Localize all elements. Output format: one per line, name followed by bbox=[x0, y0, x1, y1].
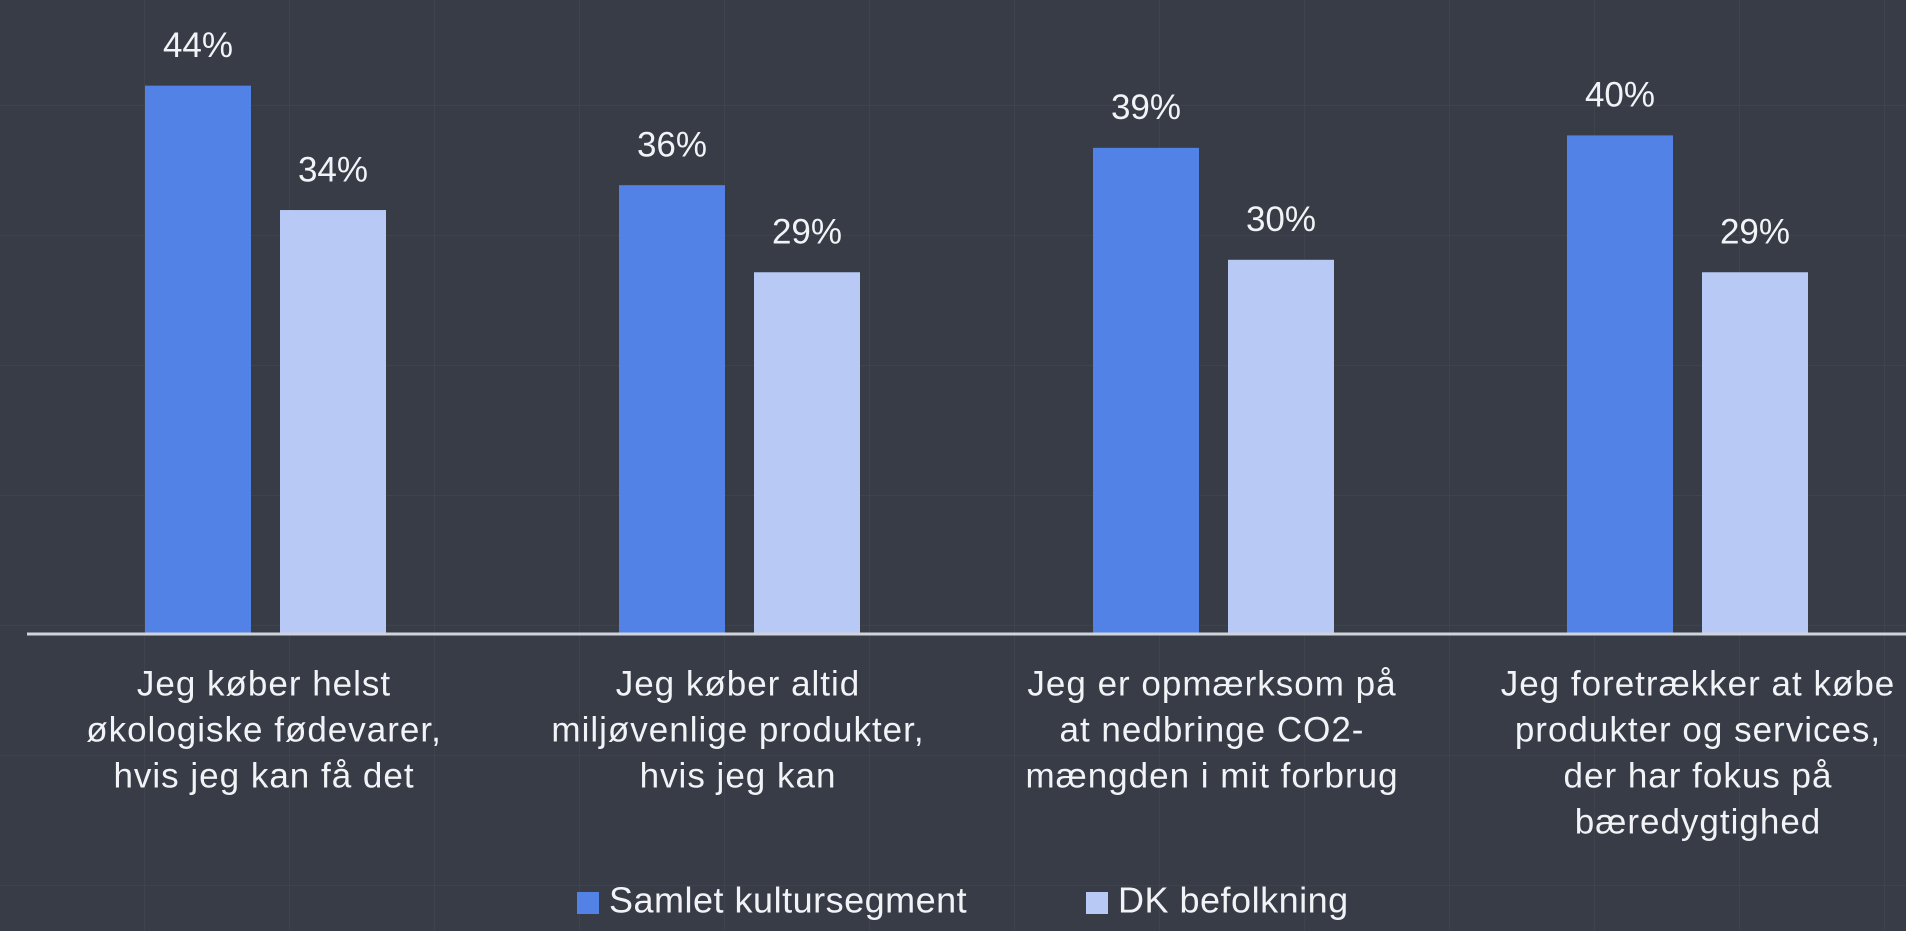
value-label: 29% bbox=[772, 212, 842, 251]
value-label: 40% bbox=[1585, 76, 1655, 115]
value-label: 29% bbox=[1720, 212, 1790, 251]
x-tick-label: at nedbringe CO2- bbox=[1060, 710, 1365, 749]
x-tick-label: økologiske fødevarer, bbox=[86, 710, 442, 749]
value-label: 39% bbox=[1111, 88, 1181, 127]
value-label: 36% bbox=[637, 125, 707, 164]
value-label: 44% bbox=[163, 26, 233, 65]
bar bbox=[280, 210, 386, 634]
plot: 44% 34% Jeg køber helst økologiske fødevare… bbox=[86, 26, 1896, 921]
value-label: 34% bbox=[298, 150, 368, 189]
value-label: 30% bbox=[1246, 200, 1316, 239]
x-tick-label: produkter og services, bbox=[1515, 710, 1881, 749]
x-tick-label: hvis jeg kan få det bbox=[113, 756, 414, 795]
bar bbox=[619, 185, 725, 633]
x-tick-label: mængden i mit forbrug bbox=[1025, 756, 1398, 795]
legend-label: Samlet kultursegment bbox=[609, 880, 967, 921]
x-tick-label: bæredygtighed bbox=[1575, 802, 1822, 841]
x-tick-label: hvis jeg kan bbox=[640, 756, 837, 795]
bar bbox=[145, 85, 251, 633]
legend-swatch bbox=[1086, 892, 1108, 914]
bar bbox=[1702, 272, 1808, 633]
x-tick-label: Jeg køber altid bbox=[616, 664, 861, 703]
bar bbox=[754, 272, 860, 633]
bar bbox=[1228, 259, 1334, 633]
x-tick-label: Jeg er opmærksom på bbox=[1027, 664, 1396, 703]
bar bbox=[1567, 135, 1673, 633]
bar bbox=[1093, 147, 1199, 633]
x-tick-label: Jeg foretrækker at købe bbox=[1501, 664, 1896, 703]
legend-label: DK befolkning bbox=[1118, 880, 1349, 921]
x-tick-label: miljøvenlige produkter, bbox=[551, 710, 924, 749]
legend-swatch bbox=[577, 892, 599, 914]
x-tick-label: Jeg køber helst bbox=[137, 664, 391, 703]
x-tick-label: der har fokus på bbox=[1564, 756, 1833, 795]
